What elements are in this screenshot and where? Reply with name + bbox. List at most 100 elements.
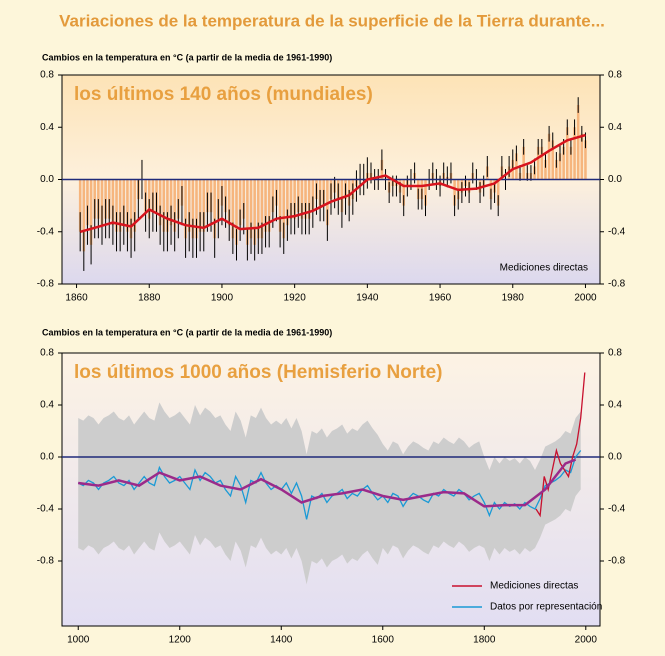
y-tick-label: -0.4 <box>37 504 55 515</box>
bar <box>515 153 518 180</box>
bar <box>569 146 573 180</box>
legend-label: Mediciones directas <box>490 581 578 592</box>
x-tick-label: 1200 <box>169 635 192 646</box>
bar <box>169 179 173 226</box>
bar <box>111 179 115 226</box>
bar <box>293 179 296 219</box>
bar <box>198 179 202 232</box>
bar <box>278 179 282 232</box>
y-tick-label: 0.0 <box>40 174 54 185</box>
bar <box>573 127 576 180</box>
y-tick-label: -0.8 <box>37 556 55 567</box>
x-tick-label: 1600 <box>372 635 395 646</box>
bar <box>304 179 307 219</box>
bar <box>100 179 104 226</box>
y-tick-label: 0.8 <box>40 70 54 81</box>
y-tick-label: -0.8 <box>37 279 55 290</box>
axis-label: Cambios en la temperatura en °C (a parti… <box>42 52 332 62</box>
bar <box>129 179 133 239</box>
bar <box>253 179 256 245</box>
bar <box>246 179 249 245</box>
page-title: Variaciones de la temperatura de la supe… <box>59 11 605 30</box>
bar <box>536 146 540 180</box>
bar <box>238 179 242 226</box>
bar <box>580 133 584 180</box>
y-tick-label: -0.4 <box>608 226 626 237</box>
legend-label: Datos por representación <box>490 602 602 613</box>
y-tick-label: 0.8 <box>608 348 622 359</box>
x-tick-label: 1800 <box>473 635 496 646</box>
smooth-line <box>79 133 586 234</box>
bar <box>286 179 289 226</box>
y-tick-label: 0.0 <box>608 174 622 185</box>
bar <box>158 179 162 226</box>
bar <box>89 179 93 245</box>
x-tick-label: 1000 <box>67 635 90 646</box>
bar <box>118 179 122 232</box>
bar <box>540 146 544 180</box>
bar <box>213 179 216 239</box>
bar <box>166 179 169 232</box>
bar <box>558 153 562 180</box>
bar <box>235 179 238 245</box>
bar <box>122 179 126 226</box>
y-tick-label: -0.8 <box>608 556 626 567</box>
x-tick-label: 1980 <box>502 293 525 304</box>
bar <box>133 179 136 232</box>
bar <box>86 179 89 226</box>
bar <box>227 179 231 226</box>
y-tick-label: -0.8 <box>608 279 626 290</box>
x-tick-label: 1880 <box>138 293 161 304</box>
bar <box>340 179 344 213</box>
x-tick-label: 1960 <box>429 293 452 304</box>
smooth-line <box>78 458 577 508</box>
bar <box>202 179 206 232</box>
note: Mediciones directas <box>500 263 588 274</box>
bar <box>555 159 558 180</box>
bar <box>547 133 551 180</box>
bar <box>242 179 246 219</box>
axis-label: Cambios en la temperatura en °C (a parti… <box>42 327 332 337</box>
x-tick-label: 1940 <box>356 293 379 304</box>
y-tick-label: 0.0 <box>40 452 54 463</box>
y-tick-label: 0.8 <box>608 70 622 81</box>
bar <box>195 179 198 239</box>
bar <box>191 179 195 239</box>
bar <box>282 179 286 239</box>
bar <box>224 179 227 213</box>
y-tick-label: 0.8 <box>40 348 54 359</box>
bar <box>300 179 304 219</box>
bar <box>544 159 547 180</box>
bar <box>249 179 253 239</box>
x-tick-label: 1860 <box>65 293 88 304</box>
bar <box>576 105 580 180</box>
x-tick-label: 1920 <box>284 293 307 304</box>
y-tick-label: 0.0 <box>608 452 622 463</box>
panel-title: los últimos 1000 años (Hemisferio Norte) <box>74 362 443 383</box>
bar <box>311 179 315 213</box>
y-tick-label: 0.4 <box>40 400 54 411</box>
bar <box>173 179 176 232</box>
bar <box>257 179 260 239</box>
bar <box>231 179 235 239</box>
bar <box>260 179 264 239</box>
bar <box>115 179 118 232</box>
panel-title: los últimos 140 años (mundiales) <box>74 84 373 105</box>
series-line <box>535 372 586 518</box>
x-tick-label: 2000 <box>575 635 598 646</box>
bar <box>289 179 293 219</box>
bar <box>424 179 427 206</box>
bar <box>496 179 500 206</box>
y-tick-label: 0.4 <box>608 400 622 411</box>
bar <box>162 179 166 232</box>
bar <box>402 179 405 206</box>
x-tick-label: 1400 <box>270 635 293 646</box>
bar <box>126 179 129 232</box>
bar <box>264 179 267 232</box>
bar <box>297 179 300 213</box>
bar <box>562 146 565 180</box>
x-tick-label: 2000 <box>574 293 597 304</box>
y-tick-label: 0.4 <box>608 122 622 133</box>
bar <box>271 179 275 213</box>
